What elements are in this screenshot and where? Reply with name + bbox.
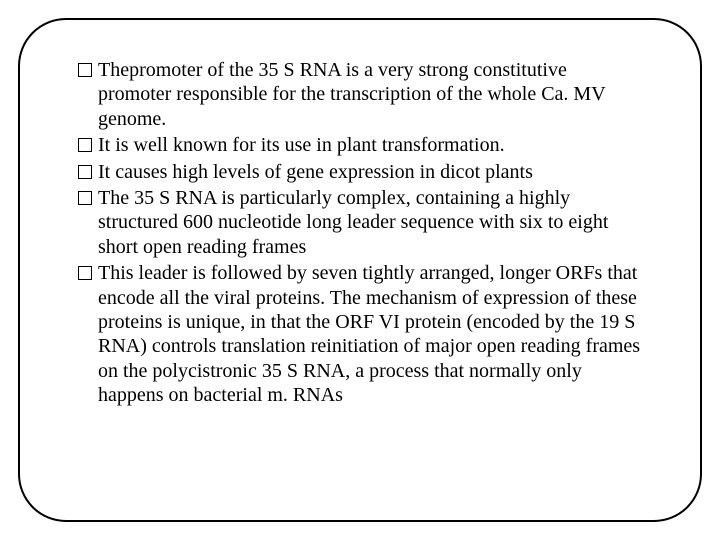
bullet-text: It is well known for its use in plant tr… [98,133,505,157]
list-item: It is well known for its use in plant tr… [78,133,642,157]
bullet-text: It causes high levels of gene expression… [98,160,533,184]
list-item: The 35 S RNA is particularly complex, co… [78,186,642,259]
list-item: Thepromoter of the 35 S RNA is a very st… [78,58,642,131]
slide: Thepromoter of the 35 S RNA is a very st… [0,0,720,540]
bullet-text: Thepromoter of the 35 S RNA is a very st… [98,58,642,131]
square-bullet-icon [78,63,92,77]
square-bullet-icon [78,138,92,152]
slide-content: Thepromoter of the 35 S RNA is a very st… [78,58,642,409]
square-bullet-icon [78,165,92,179]
bullet-text: The 35 S RNA is particularly complex, co… [98,186,642,259]
list-item: This leader is followed by seven tightly… [78,261,642,407]
bullet-text: This leader is followed by seven tightly… [98,261,642,407]
square-bullet-icon [78,191,92,205]
square-bullet-icon [78,266,92,280]
list-item: It causes high levels of gene expression… [78,160,642,184]
